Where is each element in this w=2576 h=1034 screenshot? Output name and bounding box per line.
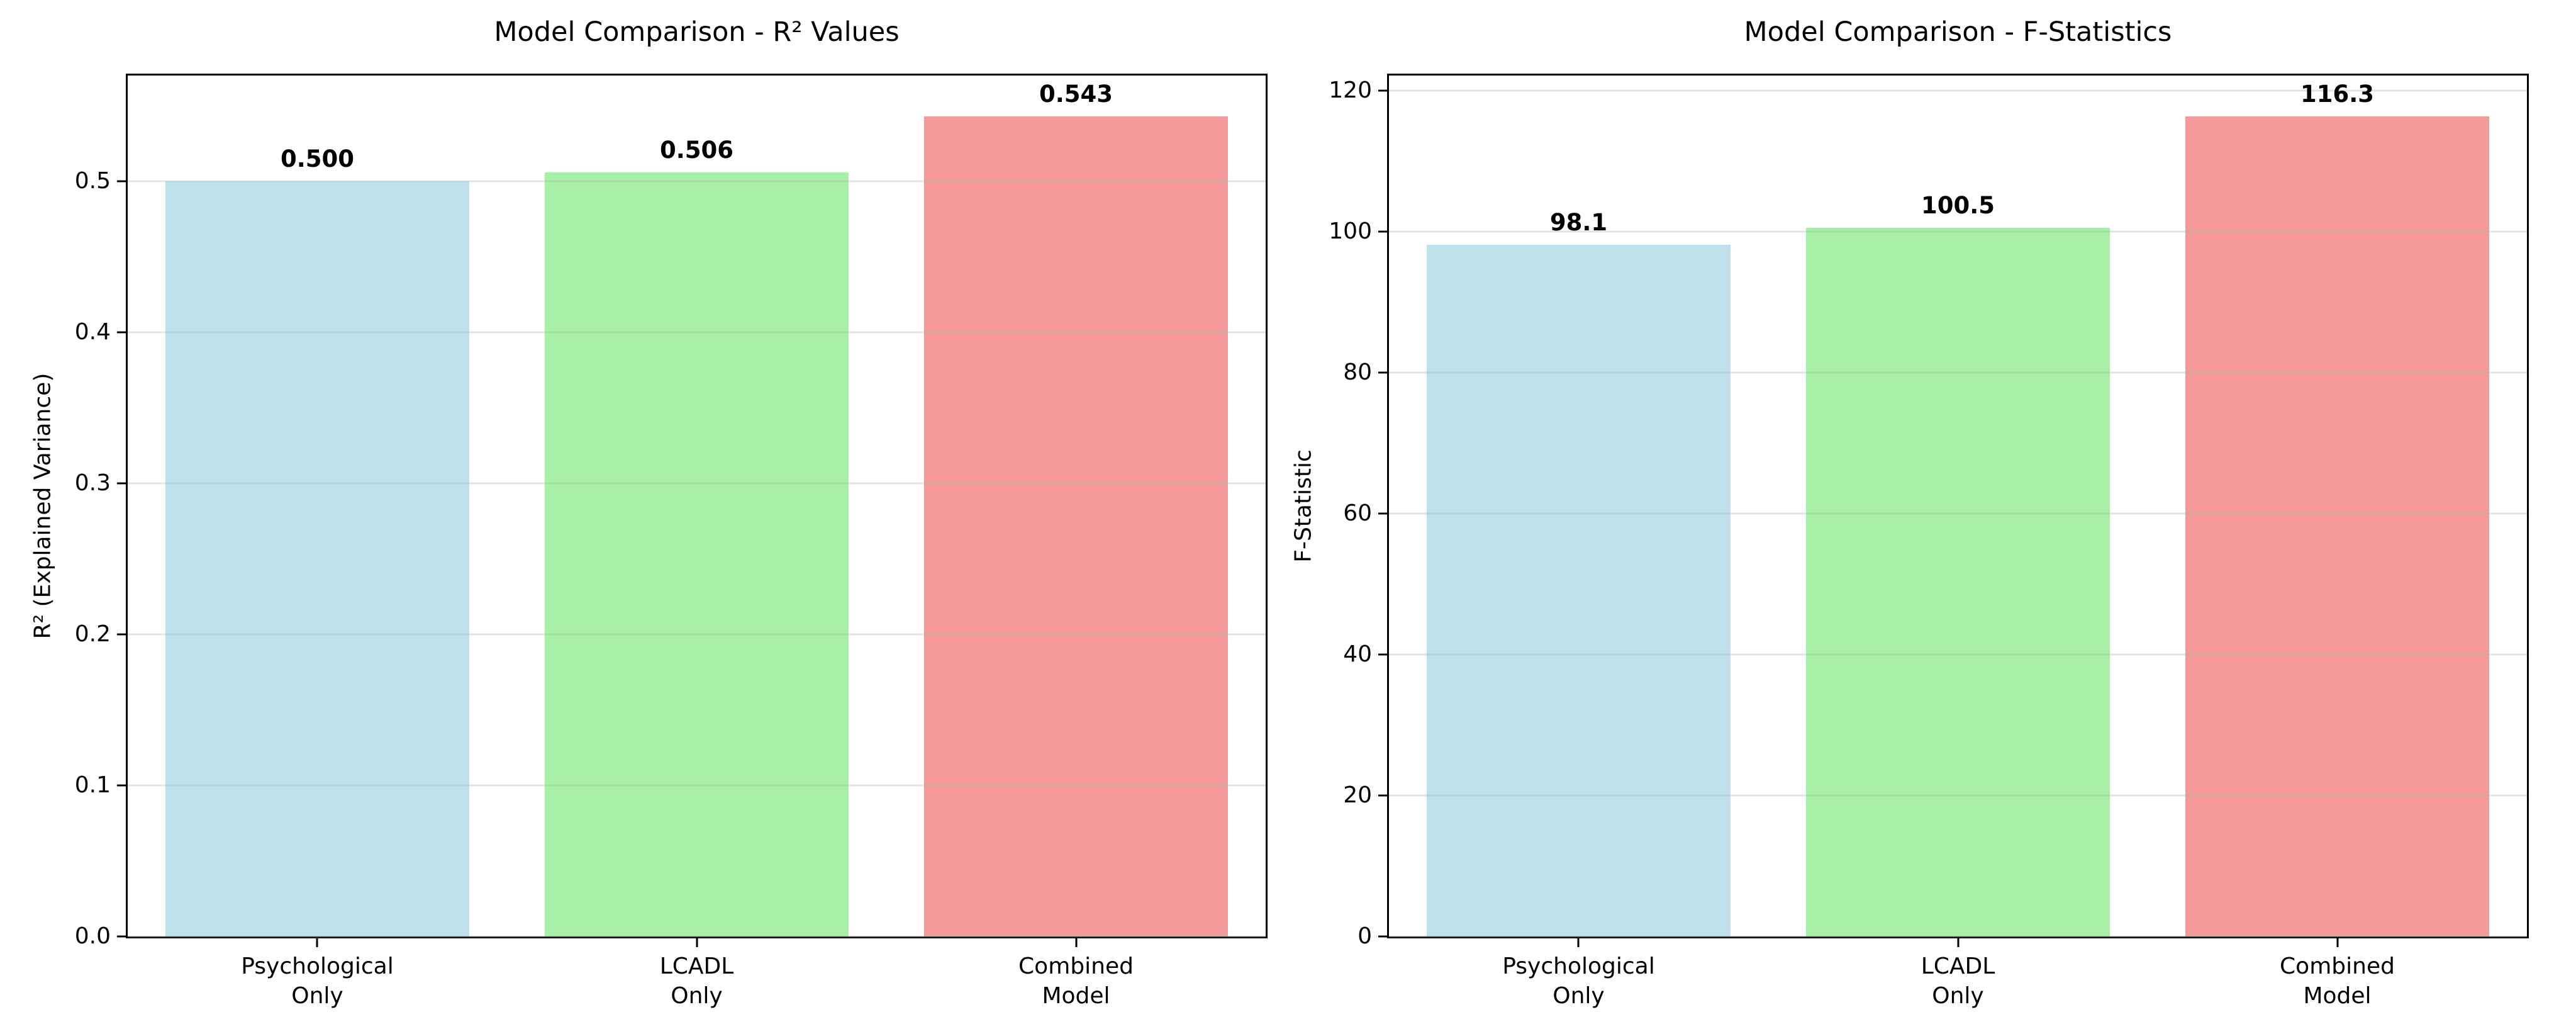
bar bbox=[1806, 228, 2110, 936]
bar bbox=[545, 172, 849, 936]
x-tick-label: Psychological Only bbox=[1502, 953, 1655, 1009]
y-tick-label: 80 bbox=[1343, 359, 1372, 385]
x-tick-mark bbox=[1075, 938, 1077, 947]
bar bbox=[165, 181, 469, 936]
y-tick-mark bbox=[117, 784, 126, 787]
gridline bbox=[1389, 794, 2527, 797]
x-tick-label: LCADL Only bbox=[1921, 953, 1995, 1009]
gridline bbox=[1389, 230, 2527, 233]
y-tick-label: 60 bbox=[1343, 500, 1372, 526]
y-tick-mark bbox=[1378, 512, 1387, 515]
chart-title-fstat: Model Comparison - F-Statistics bbox=[1744, 16, 2172, 48]
bar bbox=[1427, 245, 1731, 936]
y-axis-label-fstat: F-Statistic bbox=[1290, 449, 1317, 563]
x-tick-mark bbox=[1957, 938, 1959, 947]
y-tick-mark bbox=[1378, 935, 1387, 938]
gridline bbox=[1389, 371, 2527, 374]
x-tick-mark bbox=[316, 938, 318, 947]
x-tick-label: LCADL Only bbox=[659, 953, 734, 1009]
y-tick-label: 0.4 bbox=[74, 319, 111, 346]
y-tick-label: 100 bbox=[1329, 218, 1372, 244]
gridline bbox=[1389, 935, 2527, 938]
y-tick-mark bbox=[117, 633, 126, 636]
plot-area-r2: 0.0 0.1 0.2 0.3 0.4 0.5 0.500 Psychological Onl… bbox=[75, 74, 1268, 1009]
gridline bbox=[1389, 653, 2527, 656]
y-tick-label: 0.2 bbox=[74, 621, 111, 648]
y-tick-label: 120 bbox=[1329, 77, 1372, 103]
y-tick-mark bbox=[1378, 371, 1387, 374]
y-tick-label: 0.3 bbox=[74, 470, 111, 497]
y-axis-label-r2: R² (Explained Variance) bbox=[30, 373, 56, 639]
gridline bbox=[128, 331, 1266, 334]
y-tick-label: 0.0 bbox=[74, 923, 111, 949]
bar-value-label: 0.506 bbox=[659, 136, 734, 164]
x-tick-mark bbox=[696, 938, 698, 947]
bar bbox=[2185, 116, 2489, 936]
y-tick-mark bbox=[1378, 230, 1387, 233]
gridline bbox=[1389, 512, 2527, 515]
x-tick-label: Psychological Only bbox=[241, 953, 394, 1009]
bar-value-label: 0.543 bbox=[1039, 81, 1113, 108]
bar-value-label: 98.1 bbox=[1549, 209, 1608, 237]
bar-value-label: 0.500 bbox=[280, 145, 355, 173]
y-tick-mark bbox=[1378, 794, 1387, 797]
gridline bbox=[128, 633, 1266, 636]
y-tick-mark bbox=[117, 331, 126, 334]
y-tick-label: 0.1 bbox=[74, 772, 111, 799]
bar-value-label: 100.5 bbox=[1921, 192, 1995, 220]
bar bbox=[924, 116, 1228, 936]
y-tick-label: 0 bbox=[1358, 923, 1372, 949]
y-tick-mark bbox=[1378, 653, 1387, 656]
chart-title-r2: Model Comparison - R² Values bbox=[494, 16, 900, 48]
y-tick-mark bbox=[117, 935, 126, 938]
y-tick-mark bbox=[1378, 89, 1387, 92]
y-tick-mark bbox=[117, 180, 126, 183]
x-tick-label: Combined Model bbox=[2280, 953, 2395, 1009]
y-tick-label: 20 bbox=[1343, 782, 1372, 808]
bar-value-label: 116.3 bbox=[2300, 81, 2375, 108]
y-tick-label: 40 bbox=[1343, 641, 1372, 667]
gridline bbox=[128, 180, 1266, 183]
gridline bbox=[128, 935, 1266, 938]
x-tick-label: Combined Model bbox=[1018, 953, 1134, 1009]
x-tick-mark bbox=[1577, 938, 1580, 947]
x-tick-mark bbox=[2336, 938, 2338, 947]
plot-area-fstat: 0 20 40 60 80 100 120 98.1 Psychological Only 100… bbox=[1329, 74, 2529, 1009]
gridline bbox=[128, 482, 1266, 485]
y-tick-label: 0.5 bbox=[74, 168, 111, 194]
y-tick-mark bbox=[117, 482, 126, 485]
gridline bbox=[1389, 89, 2527, 92]
gridline bbox=[128, 784, 1266, 787]
